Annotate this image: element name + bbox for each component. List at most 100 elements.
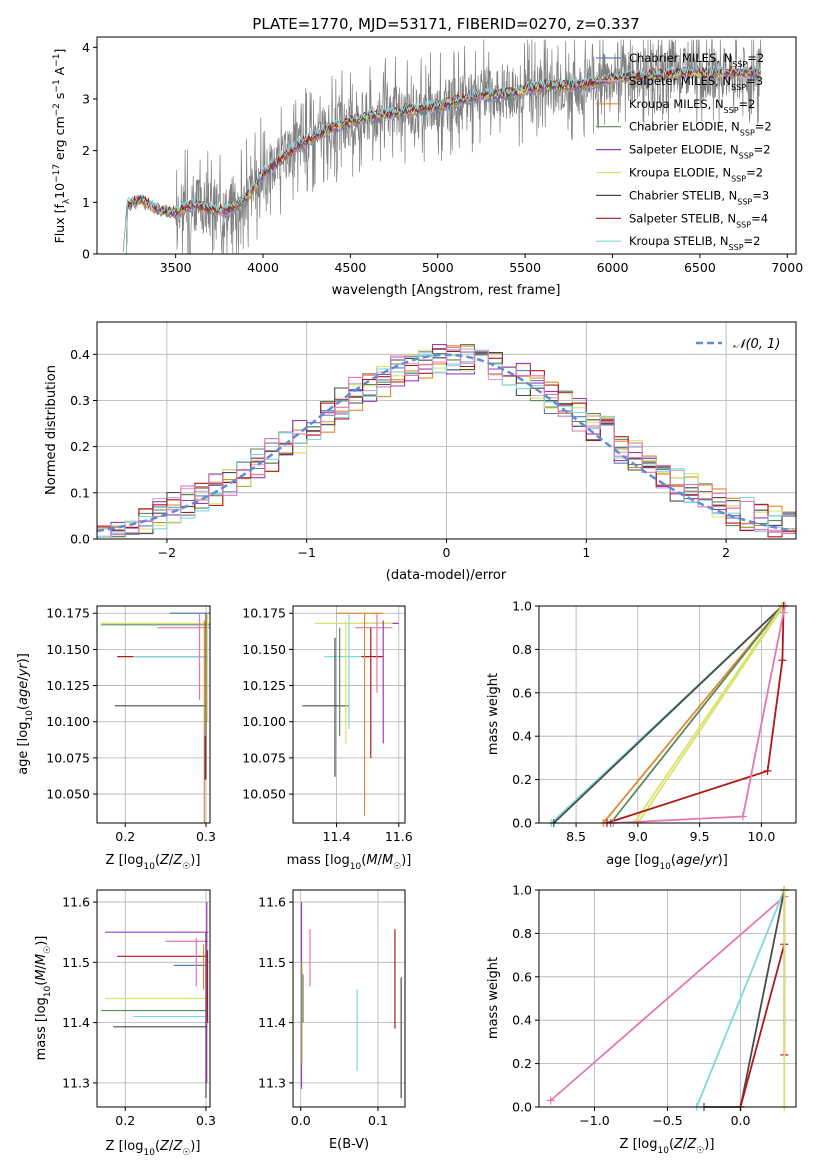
age-vs-z-panel: 0.2 0.3 10.050 10.075 10.100 10.125 10.150 10.1… <box>16 605 216 872</box>
y-tick-label: 10.150 <box>46 642 90 657</box>
y-tick-label: 11.3 <box>258 1075 286 1090</box>
mass-weight-line <box>553 605 784 824</box>
y-tick-label: 0.0 <box>512 1100 532 1115</box>
age-vs-z-xlabel: Z [log10(Z/Z☉)] <box>106 853 201 872</box>
y-tick-label: 11.4 <box>62 1015 90 1030</box>
massweight-vs-age-ylabel: mass weight <box>486 673 501 755</box>
y-tick-label: 10.050 <box>242 787 286 802</box>
legend-label: Salpeter ELODIE, NSSP=2 <box>629 143 771 161</box>
age-vs-z-axes-frame <box>96 605 211 824</box>
y-tick-label: 0 <box>82 247 90 262</box>
y-tick-label: 0.0 <box>512 816 532 831</box>
y-tick-label: 10.175 <box>242 606 286 621</box>
y-tick-label: 0.1 <box>70 485 90 500</box>
legend-label: Chabrier MILES, NSSP=2 <box>629 51 764 69</box>
y-tick-label: 11.5 <box>258 955 286 970</box>
x-tick-label: 6000 <box>597 260 629 275</box>
x-tick-label: −1.0 <box>579 1113 609 1128</box>
y-tick-label: 0.0 <box>70 532 90 547</box>
x-tick-label: 2 <box>722 545 730 560</box>
x-tick-label: 10.0 <box>747 829 775 844</box>
mass-vs-ebv-axes-frame <box>292 889 406 1108</box>
x-tick-label: 8.5 <box>566 829 586 844</box>
mass-weight-line <box>602 605 784 824</box>
y-tick-label: 11.3 <box>62 1075 90 1090</box>
x-tick-label: 9.0 <box>628 829 648 844</box>
y-tick-label: 11.6 <box>258 895 286 910</box>
massweight-vs-age-xlabel: age [log10(age/yr)] <box>606 853 728 872</box>
mass-weight-line <box>633 605 784 824</box>
y-tick-label: 10.175 <box>46 606 90 621</box>
y-tick-label: 11.5 <box>62 955 90 970</box>
y-tick-label: 0.4 <box>512 1013 532 1028</box>
y-tick-label: 11.4 <box>258 1015 286 1030</box>
spectrum-title: PLATE=1770, MJD=53171, FIBERID=0270, z=0… <box>252 15 639 33</box>
y-tick-label: 0.2 <box>512 772 532 787</box>
residuals-ylabel: Normed distribution <box>44 365 59 495</box>
y-tick-label: 0.4 <box>512 729 532 744</box>
x-tick-label: 5000 <box>422 260 454 275</box>
x-tick-label: 0.2 <box>115 829 135 844</box>
x-tick-label: −2 <box>158 545 176 560</box>
y-tick-label: 0.4 <box>70 347 90 362</box>
massweight-vs-z-ylabel: mass weight <box>486 957 501 1039</box>
y-tick-label: 1.0 <box>512 883 532 898</box>
x-tick-label: 7000 <box>771 260 803 275</box>
x-tick-label: 11.6 <box>385 829 413 844</box>
y-tick-label: 10.100 <box>242 714 286 729</box>
y-tick-label: 10.150 <box>242 642 286 657</box>
massweight-vs-age-axes-frame <box>538 605 797 824</box>
mass-vs-ebv-panel: 0.0 0.1 11.3 11.4 11.5 11.6 E(B-V) <box>258 889 406 1152</box>
legend-label: Salpeter STELIB, NSSP=4 <box>629 211 768 229</box>
legend-label: Chabrier STELIB, NSSP=3 <box>629 188 769 206</box>
age-vs-mass-xlabel: mass [log10(M/M☉)] <box>287 853 412 872</box>
mass-weight-line <box>613 605 786 824</box>
y-tick-label: 1.0 <box>512 599 532 614</box>
y-tick-label: 0.8 <box>512 926 532 941</box>
mass-weight-line <box>550 895 785 1102</box>
x-tick-label: −0.5 <box>652 1113 682 1128</box>
y-tick-label: 0.8 <box>512 642 532 657</box>
legend-label: Kroupa STELIB, NSSP=2 <box>629 234 760 252</box>
x-tick-label: 0.2 <box>115 1113 135 1128</box>
x-tick-label: 6500 <box>684 260 716 275</box>
spectrum-xlabel: wavelength [Angstrom, rest frame] <box>332 283 561 298</box>
y-tick-label: 0.2 <box>512 1056 532 1071</box>
residual-histogram <box>97 349 796 538</box>
x-tick-label: 9.5 <box>690 829 710 844</box>
y-tick-label: 0.6 <box>512 685 532 700</box>
y-tick-label: 10.050 <box>46 787 90 802</box>
x-tick-label: 0.0 <box>291 1113 311 1128</box>
age-vs-z-ylabel: age [log10(age/yr)] <box>16 653 35 775</box>
mass-vs-z-xlabel: Z [log10(Z/Z☉)] <box>106 1139 201 1158</box>
y-tick-label: 3 <box>82 92 90 107</box>
mass-weight-line <box>695 889 786 1108</box>
x-tick-label: 4500 <box>334 260 366 275</box>
y-tick-label: 0.2 <box>70 439 90 454</box>
x-tick-label: 0.3 <box>196 829 216 844</box>
mass-weight-line <box>606 605 785 824</box>
mass-vs-z-ylabel: mass [log10(M/M☉)] <box>34 936 53 1061</box>
x-tick-label: 3500 <box>160 260 192 275</box>
x-tick-label: 5500 <box>509 260 541 275</box>
legend-label: Salpeter MILES, NSSP=3 <box>629 74 763 92</box>
y-tick-label: 0.6 <box>512 969 532 984</box>
spectrum-axes-frame <box>96 36 797 255</box>
model-spectrum-line <box>123 64 762 255</box>
y-tick-label: 10.125 <box>46 678 90 693</box>
y-tick-label: 11.6 <box>62 895 90 910</box>
mass-vs-z-panel: 0.2 0.3 11.3 11.4 11.5 11.6 Z [log10(Z/Z☉)] m… <box>34 889 216 1158</box>
y-tick-label: 4 <box>82 40 90 55</box>
x-tick-label: 0.0 <box>731 1113 751 1128</box>
legend-label: Kroupa ELODIE, NSSP=2 <box>629 166 763 184</box>
y-tick-label: 10.075 <box>46 750 90 765</box>
normal-curve <box>96 353 794 533</box>
residuals-panel: −2 −1 0 1 2 0.0 0.1 0.2 0.3 0.4 (data-model)/erro… <box>44 321 797 583</box>
residuals-legend: 𝒩(0, 1) <box>696 337 780 352</box>
y-tick-label: 10.075 <box>242 750 286 765</box>
x-tick-label: 0 <box>443 545 451 560</box>
mass-vs-z-axes-frame <box>96 889 211 1108</box>
observed-spectrum-line <box>122 39 762 255</box>
x-tick-label: 0.3 <box>196 1113 216 1128</box>
